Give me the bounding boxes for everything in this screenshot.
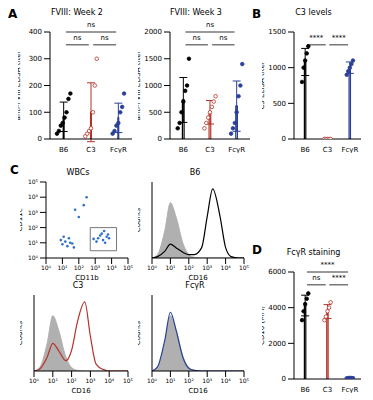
html-text:A: A <box>8 7 18 21</box>
svg-text:****: **** <box>321 261 336 269</box>
svg-text:10⁴: 10⁴ <box>28 193 39 200</box>
svg-text:10⁴: 10⁴ <box>221 264 232 271</box>
html-text:FVIII: Week 2: FVIII: Week 2 <box>51 8 103 17</box>
svg-text:500: 500 <box>273 100 286 108</box>
svg-text:1000: 1000 <box>268 64 286 72</box>
svg-text:10³: 10³ <box>202 377 213 384</box>
html-text:C: C <box>10 163 19 177</box>
svg-text:anti-FVIII ELISA titer: anti-FVIII ELISA titer <box>138 51 142 121</box>
svg-text:CD16 (MFI): CD16 (MFI) <box>262 306 266 345</box>
svg-text:2000: 2000 <box>144 28 162 36</box>
svg-text:300: 300 <box>29 55 42 63</box>
svg-text:ns: ns <box>312 274 320 282</box>
svg-text:ns: ns <box>206 21 214 29</box>
svg-text:0: 0 <box>38 135 42 143</box>
svg-text:10⁵: 10⁵ <box>123 377 134 384</box>
svg-text:10⁴: 10⁴ <box>221 377 232 384</box>
svg-text:0: 0 <box>158 135 162 143</box>
svg-text:10¹: 10¹ <box>48 377 59 384</box>
svg-text:FcγR: FcγR <box>110 146 127 153</box>
svg-text:anti-FVIII ELISA titer: anti-FVIII ELISA titer <box>18 51 22 121</box>
svg-text:2000: 2000 <box>268 340 286 348</box>
svg-text:10³: 10³ <box>90 264 101 271</box>
svg-text:****: **** <box>332 34 347 42</box>
svg-text:10⁵: 10⁵ <box>123 264 134 271</box>
svg-text:Counts: Counts <box>138 320 142 345</box>
svg-text:10²: 10² <box>184 377 195 384</box>
svg-text:B6: B6 <box>59 146 69 153</box>
svg-text:10³: 10³ <box>85 377 96 384</box>
svg-text:CD16: CD16 <box>71 387 91 393</box>
svg-text:10¹: 10¹ <box>28 239 39 246</box>
svg-text:10⁰: 10⁰ <box>28 254 39 261</box>
svg-text:ns: ns <box>193 34 201 42</box>
svg-text:10⁰: 10⁰ <box>147 264 158 271</box>
svg-text:10¹: 10¹ <box>165 264 176 271</box>
html-text:FVIII: Week 3: FVIII: Week 3 <box>170 8 222 17</box>
html-text:B6: B6 <box>189 168 201 177</box>
svg-text:10⁴: 10⁴ <box>104 377 115 384</box>
svg-text:B6: B6 <box>301 386 311 393</box>
svg-text:10³: 10³ <box>28 209 39 216</box>
svg-text:Counts: Counts <box>20 320 24 345</box>
html-text:FcγR staining: FcγR staining <box>286 248 341 257</box>
svg-text:10³: 10³ <box>202 264 213 271</box>
svg-text:10¹: 10¹ <box>57 264 68 271</box>
svg-text:FcγR: FcγR <box>228 146 245 153</box>
svg-text:B6: B6 <box>301 146 311 153</box>
html-text:WBCs: WBCs <box>66 168 90 177</box>
svg-text:200: 200 <box>29 82 42 90</box>
svg-text:10⁰: 10⁰ <box>29 377 40 384</box>
svg-text:10⁵: 10⁵ <box>239 264 250 271</box>
svg-text:0: 0 <box>282 135 286 143</box>
svg-text:10²: 10² <box>74 264 85 271</box>
svg-text:FcγR: FcγR <box>341 146 358 153</box>
svg-text:1000: 1000 <box>144 82 162 90</box>
html-text:C3: C3 <box>72 281 84 290</box>
svg-text:10⁰: 10⁰ <box>147 377 158 384</box>
svg-text:CD11c: CD11c <box>20 208 24 231</box>
svg-text:10⁵: 10⁵ <box>239 377 250 384</box>
svg-text:ns: ns <box>219 34 227 42</box>
svg-text:C3 ELISA titer: C3 ELISA titer <box>262 61 266 109</box>
svg-text:10²: 10² <box>184 264 195 271</box>
svg-text:C3: C3 <box>323 146 332 153</box>
svg-text:CD16: CD16 <box>188 274 208 280</box>
svg-text:0: 0 <box>282 375 286 383</box>
svg-text:****: **** <box>332 274 347 282</box>
svg-text:1500: 1500 <box>144 55 162 63</box>
svg-text:10⁵: 10⁵ <box>28 178 39 185</box>
svg-text:10⁴: 10⁴ <box>107 264 118 271</box>
svg-text:CD11b: CD11b <box>75 274 99 280</box>
svg-text:CD16: CD16 <box>188 387 208 393</box>
html-text:FcγR: FcγR <box>185 281 205 290</box>
svg-text:10²: 10² <box>67 377 78 384</box>
svg-text:C3: C3 <box>205 146 214 153</box>
svg-text:4000: 4000 <box>268 304 286 312</box>
svg-text:Counts: Counts <box>138 207 142 232</box>
svg-text:FcγR: FcγR <box>341 386 358 393</box>
svg-text:C3: C3 <box>323 386 332 393</box>
svg-text:ns: ns <box>87 21 95 29</box>
svg-text:6000: 6000 <box>268 268 286 276</box>
svg-text:1500: 1500 <box>268 28 286 36</box>
html-text:B: B <box>252 7 262 21</box>
svg-text:10²: 10² <box>28 224 39 231</box>
svg-text:100: 100 <box>29 109 42 117</box>
svg-text:ns: ns <box>73 34 81 42</box>
svg-text:B6: B6 <box>179 146 189 153</box>
svg-text:400: 400 <box>29 28 42 36</box>
svg-text:ns: ns <box>101 34 109 42</box>
svg-text:10⁰: 10⁰ <box>41 264 52 271</box>
svg-text:500: 500 <box>149 109 162 117</box>
svg-text:10¹: 10¹ <box>165 377 176 384</box>
html-text:D: D <box>252 243 262 257</box>
svg-text:C3: C3 <box>86 146 95 153</box>
html-text:C3 levels: C3 levels <box>295 8 332 17</box>
svg-text:****: **** <box>309 34 324 42</box>
